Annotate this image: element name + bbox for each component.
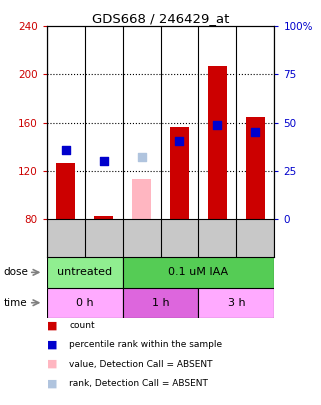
Text: ■: ■ [47, 379, 57, 388]
Text: value, Detection Call = ABSENT: value, Detection Call = ABSENT [69, 360, 213, 369]
Text: time: time [3, 298, 27, 308]
Bar [47, 257, 123, 288]
Text: rank, Detection Call = ABSENT: rank, Detection Call = ABSENT [69, 379, 208, 388]
Bar [94, 216, 113, 219]
Text: untreated: untreated [57, 267, 112, 277]
Bar [208, 66, 227, 219]
Bar [198, 288, 274, 318]
Text: ■: ■ [47, 320, 57, 330]
Point [177, 137, 182, 144]
Point [215, 122, 220, 128]
Text: GDS668 / 246429_at: GDS668 / 246429_at [92, 12, 229, 25]
Text: ■: ■ [47, 340, 57, 350]
Bar [132, 179, 151, 219]
Text: percentile rank within the sample: percentile rank within the sample [69, 340, 222, 349]
Text: 3 h: 3 h [228, 298, 245, 308]
Bar [123, 288, 198, 318]
Text: 0 h: 0 h [76, 298, 93, 308]
Point [101, 158, 106, 164]
Point [63, 147, 68, 153]
Text: 0.1 uM IAA: 0.1 uM IAA [169, 267, 229, 277]
Bar [170, 127, 189, 219]
Bar [246, 117, 265, 219]
Point [253, 129, 258, 135]
Text: ■: ■ [47, 359, 57, 369]
Text: 1 h: 1 h [152, 298, 169, 308]
Bar [123, 257, 274, 288]
Text: dose: dose [3, 267, 28, 277]
Point [139, 154, 144, 161]
Text: count: count [69, 321, 95, 330]
Bar [47, 288, 123, 318]
Bar [56, 163, 75, 219]
